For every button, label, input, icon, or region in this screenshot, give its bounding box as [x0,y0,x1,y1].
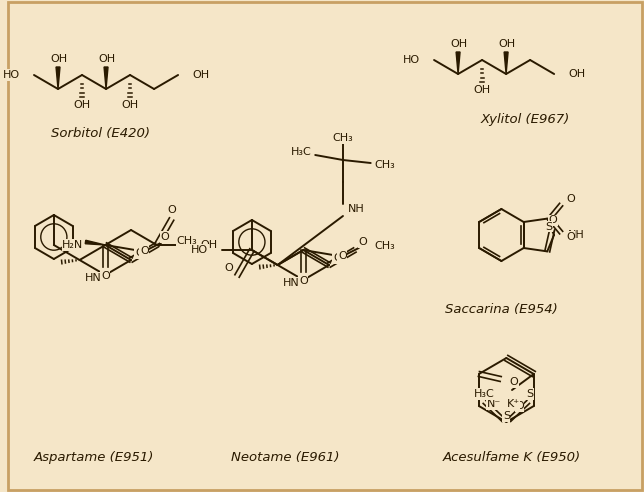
Text: OH: OH [99,54,115,64]
Text: O: O [167,205,176,215]
Text: Sorbitol (E420): Sorbitol (E420) [51,126,150,140]
Text: OH: OH [473,85,491,95]
Text: O: O [549,215,558,225]
Text: OH: OH [498,39,516,49]
Text: O: O [566,193,575,204]
Text: OH: OH [451,39,468,49]
Text: HO: HO [3,70,20,80]
Text: Acesulfame K (E950): Acesulfame K (E950) [442,452,580,464]
Text: O: O [359,237,368,247]
Polygon shape [456,52,460,74]
Text: OH: OH [122,100,138,110]
Text: HO: HO [403,55,420,65]
Text: H₂N: H₂N [62,240,84,250]
Text: OH: OH [50,54,68,64]
Text: CH₃: CH₃ [332,133,354,143]
Text: O: O [566,232,575,242]
Text: Xylitol (E967): Xylitol (E967) [480,114,570,126]
Text: CH₃: CH₃ [375,241,395,251]
Polygon shape [504,52,508,74]
Text: N⁻: N⁻ [487,399,501,409]
Text: O: O [515,401,524,411]
Text: CH₃: CH₃ [176,236,197,246]
Text: O: O [333,253,342,263]
Text: S: S [503,411,510,421]
Text: HN: HN [283,278,299,288]
Text: H₃C: H₃C [473,389,494,399]
Text: O: O [224,263,233,273]
Text: OH: OH [568,69,585,79]
Polygon shape [85,240,106,245]
Text: O: O [509,377,518,387]
Text: NH: NH [348,204,365,214]
Text: O: O [140,246,149,256]
Text: OH: OH [73,100,91,110]
Text: NH: NH [568,230,585,240]
Text: OH: OH [192,70,209,80]
Text: OH: OH [200,240,218,250]
Text: Aspartame (E951): Aspartame (E951) [33,451,154,463]
Text: O: O [338,251,346,261]
Text: Neotame (E961): Neotame (E961) [231,451,340,463]
Text: H₃C: H₃C [290,147,311,157]
Text: O: O [135,248,144,258]
Text: S: S [479,389,486,399]
Text: HO: HO [191,245,208,255]
Polygon shape [56,67,60,89]
Text: CH₃: CH₃ [375,160,395,170]
Text: O: O [299,276,308,286]
Text: S: S [527,389,534,399]
Text: O: O [101,271,109,281]
Text: HN: HN [84,273,101,283]
Text: Saccarina (E954): Saccarina (E954) [445,304,558,316]
Polygon shape [104,67,108,89]
Text: S: S [545,221,553,232]
Text: K⁺: K⁺ [507,399,520,409]
Text: O: O [161,232,169,242]
